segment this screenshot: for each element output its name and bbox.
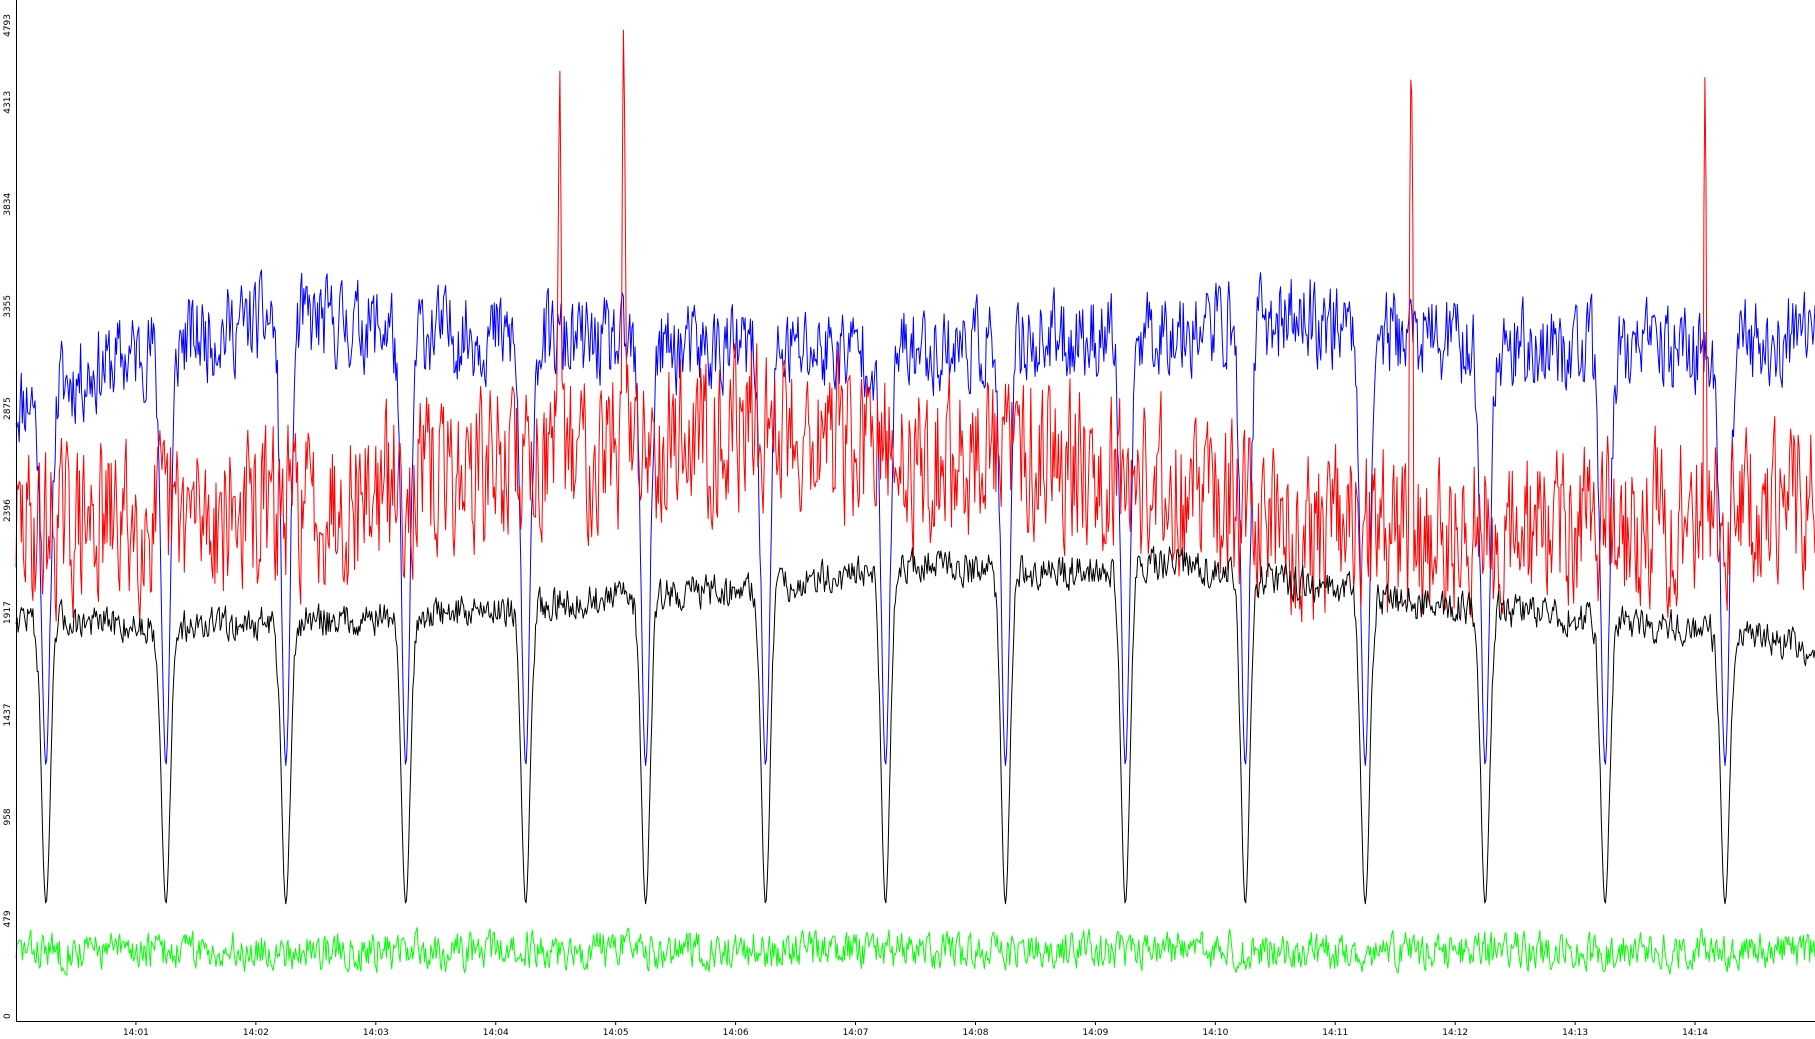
x-tick-label: 14:13 [1562, 1028, 1588, 1038]
series-line [15, 546, 1815, 905]
y-tick-label: 1917 [3, 601, 13, 624]
y-tick-label: 3834 [3, 193, 13, 216]
x-tick-labels: 14:01 14:02 14:03 14:04 14:05 14:06 14:07 14:08… [123, 1021, 1708, 1038]
y-tick-labels: 0 479 958 1437 1917 2396 2875 3355 3834 4313 4793 [3, 14, 13, 1019]
series-line [15, 269, 1815, 766]
x-tick-label: 14:11 [1322, 1028, 1348, 1038]
y-tick-label: 2396 [3, 499, 13, 522]
x-tick-label: 14:12 [1442, 1028, 1468, 1038]
chart-traces [15, 29, 1815, 976]
x-tick-label: 14:09 [1082, 1028, 1108, 1038]
y-tick-label: 2875 [3, 397, 13, 420]
x-tick-label: 14:03 [363, 1028, 389, 1038]
series-line [15, 927, 1815, 976]
x-tick-label: 14:04 [483, 1028, 509, 1038]
y-tick-label: 3355 [3, 295, 13, 318]
y-tick-label: 4793 [3, 14, 13, 37]
series-line [15, 29, 1815, 623]
x-tick-label: 14:06 [723, 1028, 749, 1038]
x-tick-label: 14:01 [123, 1028, 149, 1038]
y-tick-label: 4313 [3, 91, 13, 114]
x-tick-label: 14:02 [243, 1028, 269, 1038]
y-tick-label: 958 [3, 808, 13, 825]
x-tick-label: 14:05 [603, 1028, 629, 1038]
x-tick-label: 14:10 [1202, 1028, 1228, 1038]
y-tick-label: 1437 [3, 703, 13, 726]
y-tick-label: 479 [3, 910, 13, 927]
y-tick-label: 0 [3, 1013, 13, 1019]
x-tick-label: 14:14 [1682, 1028, 1708, 1038]
x-tick-label: 14:07 [843, 1028, 869, 1038]
x-tick-label: 14:08 [962, 1028, 988, 1038]
